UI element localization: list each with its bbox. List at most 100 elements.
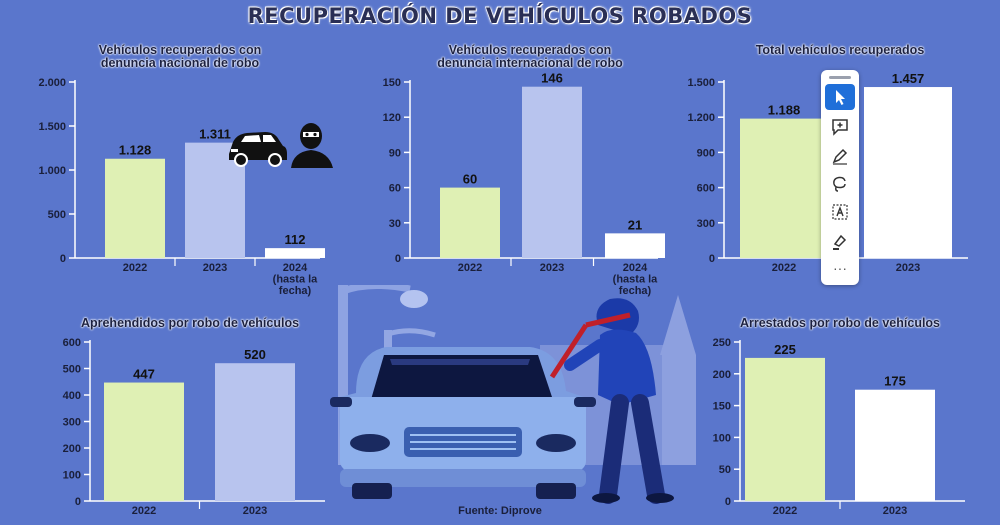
- value-label: 146: [541, 71, 563, 86]
- category-label: 2022: [123, 262, 147, 274]
- y-tick-label: 600: [697, 183, 715, 195]
- chart-national: 0 500 1.000 1.500 2.000 1.128 2022 1.311 2023 112…: [38, 77, 325, 297]
- y-tick-label: 1.000: [38, 165, 66, 177]
- toolbar-drag-handle[interactable]: [829, 76, 851, 79]
- value-label: 1.457: [892, 71, 925, 86]
- y-tick-label: 100: [63, 470, 81, 482]
- chart-title-apprehended: Aprehendidos por robo de vehículos: [40, 317, 340, 330]
- chart-title-line: Total vehículos recuperados: [755, 43, 925, 57]
- bar: [215, 363, 295, 501]
- value-label: 1.311: [199, 127, 231, 142]
- y-tick-label: 300: [63, 417, 81, 429]
- value-label: 225: [774, 342, 796, 357]
- value-label: 175: [884, 374, 906, 389]
- highlighter-icon: [833, 234, 847, 250]
- y-tick-label: 100: [713, 432, 731, 444]
- value-label: 520: [244, 347, 266, 362]
- bar: [440, 187, 500, 258]
- category-label: 2023: [540, 262, 564, 274]
- select-tool-button[interactable]: [825, 84, 855, 110]
- select-arrow-icon: [836, 90, 845, 105]
- chart-title-total: Total vehículos recuperados: [720, 44, 960, 57]
- value-label: 21: [628, 217, 642, 232]
- chart-title-national: Vehículos recuperados con denuncia nacio…: [60, 44, 300, 70]
- y-tick-label: 120: [383, 112, 401, 124]
- y-tick-label: 0: [709, 253, 715, 265]
- chart-title-line: Vehículos recuperados con: [448, 43, 612, 57]
- lasso-tool-button[interactable]: [825, 171, 855, 197]
- annotation-toolbar: ···: [821, 70, 859, 285]
- value-label: 1.128: [119, 143, 152, 158]
- chart-title-line: Vehículos recuperados con: [98, 43, 262, 57]
- y-tick-label: 150: [383, 77, 401, 89]
- y-tick-label: 250: [713, 337, 731, 349]
- y-tick-label: 1.200: [687, 112, 715, 124]
- add-comment-icon: [832, 119, 848, 136]
- car-thief-icon: [229, 123, 333, 168]
- category-label: fecha): [279, 285, 312, 297]
- category-label: 2022: [772, 262, 796, 274]
- y-tick-label: 500: [48, 209, 66, 221]
- chart-title-line: denuncia internacional de robo: [437, 56, 623, 70]
- text-box-icon: [832, 204, 848, 220]
- chart-title-arrested: Arrestados por robo de vehículos: [700, 317, 980, 330]
- y-tick-label: 200: [713, 369, 731, 381]
- highlighter-tool-button[interactable]: [825, 228, 855, 254]
- y-tick-label: 300: [697, 218, 715, 230]
- y-tick-label: 1.500: [38, 121, 66, 133]
- chart-title-international: Vehículos recuperados con denuncia inter…: [400, 44, 660, 70]
- bar: [522, 86, 582, 259]
- draw-tool-button[interactable]: [825, 143, 855, 169]
- bar: [265, 248, 325, 258]
- bar: [855, 389, 935, 501]
- category-label: 2024: [283, 262, 308, 274]
- car-theft-illustration: [330, 285, 696, 504]
- category-label: 2024: [623, 262, 648, 274]
- chart-title-line: Aprehendidos por robo de vehículos: [80, 316, 300, 330]
- value-label: 112: [285, 232, 306, 247]
- chart-apprehended: 0 100 200 300 400 500 600 447 2022 520 2023: [63, 337, 325, 517]
- bar: [105, 158, 165, 258]
- chart-total: 0 300 600 900 1.200 1.500 1.188 2022 1.457 2023: [687, 71, 968, 274]
- y-tick-label: 2.000: [38, 77, 66, 89]
- category-label: 2023: [883, 505, 907, 517]
- category-label: 2023: [896, 262, 920, 274]
- y-tick-label: 150: [713, 401, 731, 413]
- y-tick-label: 90: [389, 147, 401, 159]
- chart-title-line: denuncia nacional de robo: [100, 56, 260, 70]
- main-title: RECUPERACIÓN DE VEHÍCULOS ROBADOS: [247, 4, 753, 28]
- y-tick-label: 900: [697, 147, 715, 159]
- chart-arrested: 0 50 100 150 200 250 225 2022 175 2023: [713, 337, 965, 517]
- value-label: 1.188: [768, 103, 801, 118]
- category-label: 2022: [458, 262, 482, 274]
- text-box-tool-button[interactable]: [825, 199, 855, 225]
- category-label: 2022: [773, 505, 797, 517]
- chart-international: 0 30 60 90 120 150 60 2022 146 2023 21 2024(hasta l…: [383, 71, 665, 297]
- more-tools-button[interactable]: ···: [833, 260, 847, 276]
- category-label: (hasta la: [613, 274, 659, 286]
- y-tick-label: 0: [60, 253, 66, 265]
- category-label: 2022: [132, 505, 156, 517]
- category-label: fecha): [619, 285, 652, 297]
- pen-icon: [832, 148, 848, 165]
- y-tick-label: 0: [395, 253, 401, 265]
- source-label: Fuente: Diprove: [458, 505, 542, 517]
- y-tick-label: 30: [389, 218, 401, 230]
- comment-tool-button[interactable]: [825, 114, 855, 140]
- y-tick-label: 0: [75, 496, 81, 508]
- bar: [740, 118, 828, 258]
- y-tick-label: 1.500: [687, 77, 715, 89]
- category-label: 2023: [203, 262, 227, 274]
- y-tick-label: 60: [389, 183, 401, 195]
- bar: [745, 357, 825, 501]
- y-tick-label: 600: [63, 337, 81, 349]
- bar: [104, 382, 184, 501]
- y-tick-label: 400: [63, 390, 81, 402]
- value-label: 60: [463, 172, 477, 187]
- bar: [864, 87, 952, 258]
- category-label: 2023: [243, 505, 267, 517]
- y-tick-label: 50: [719, 464, 731, 476]
- value-label: 447: [133, 367, 155, 382]
- lasso-icon: [833, 176, 846, 192]
- chart-title-line: Arrestados por robo de vehículos: [739, 316, 941, 330]
